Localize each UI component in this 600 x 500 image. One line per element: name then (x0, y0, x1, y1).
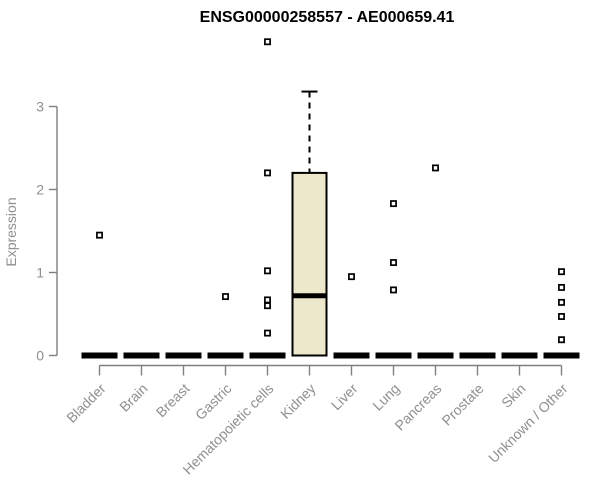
x-tick-label-pancreas: Pancreas (391, 380, 444, 433)
outlier-point-hematopoietic-cells (264, 296, 271, 304)
x-tick-label-brain: Brain (116, 380, 150, 414)
x-tick-label-bladder: Bladder (63, 380, 109, 426)
y-tick-label: 1 (36, 265, 44, 281)
outlier-point-bladder (96, 231, 103, 239)
outlier-point-hematopoietic-cells (264, 38, 271, 46)
flat-box-breast (165, 352, 202, 359)
x-tick-label-skin: Skin (498, 380, 529, 411)
flat-box-lung (375, 352, 412, 359)
outlier-point-unknown-other (558, 283, 565, 291)
y-tick-label: 2 (36, 182, 44, 198)
x-tick-label-unknown-other: Unknown / Other (485, 380, 571, 466)
outlier-point-hematopoietic-cells (264, 329, 271, 337)
x-tick-label-lung: Lung (369, 380, 402, 413)
flat-box-bladder (81, 352, 118, 359)
x-tick-label-kidney: Kidney (277, 380, 319, 422)
flat-box-gastric (207, 352, 244, 359)
flat-box-brain (123, 352, 160, 359)
flat-box-unknown-other (543, 352, 580, 359)
outlier-point-unknown-other (558, 336, 565, 344)
outlier-point-unknown-other (558, 313, 565, 320)
outlier-point-unknown-other (558, 298, 565, 306)
outlier-point-gastric (222, 293, 229, 301)
outlier-point-liver (348, 273, 355, 281)
outlier-point-lung (390, 200, 397, 208)
x-tick-label-liver: Liver (328, 380, 361, 413)
outlier-point-unknown-other (558, 268, 565, 276)
chart-title: ENSG00000258557 - AE000659.41 (199, 9, 455, 26)
box-kidney (291, 171, 328, 357)
outlier-point-lung (390, 286, 397, 294)
outlier-point-hematopoietic-cells (264, 302, 271, 310)
flat-box-skin (501, 352, 538, 359)
y-tick-label: 0 (36, 348, 44, 364)
flat-box-hematopoietic-cells (249, 352, 286, 359)
x-tick-label-prostate: Prostate (438, 380, 486, 428)
outlier-point-pancreas (432, 164, 439, 172)
flat-box-pancreas (417, 352, 454, 359)
x-tick-label-breast: Breast (153, 380, 193, 420)
flat-box-prostate (459, 352, 496, 359)
y-tick-label: 3 (36, 99, 44, 115)
outlier-point-hematopoietic-cells (264, 169, 271, 177)
outlier-point-hematopoietic-cells (264, 267, 271, 275)
outlier-point-lung (390, 259, 397, 266)
flat-box-liver (333, 352, 370, 359)
